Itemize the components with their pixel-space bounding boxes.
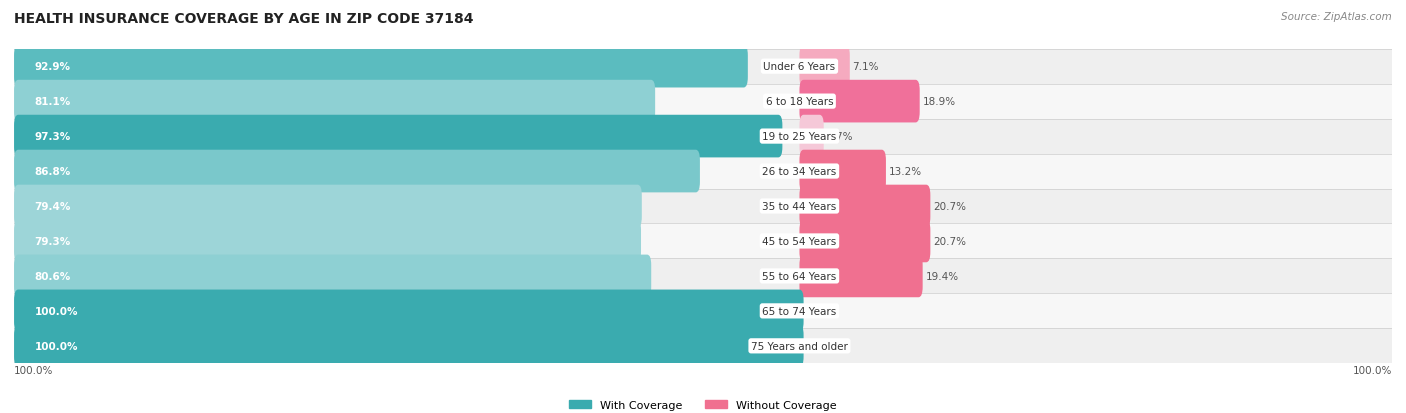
Bar [14, 84, 1392, 119]
Text: 97.3%: 97.3% [35, 132, 70, 142]
FancyBboxPatch shape [14, 325, 804, 367]
Bar [14, 50, 1392, 84]
Text: 55 to 64 Years: 55 to 64 Years [762, 271, 837, 281]
FancyBboxPatch shape [800, 220, 931, 263]
Bar [14, 259, 1392, 294]
Text: HEALTH INSURANCE COVERAGE BY AGE IN ZIP CODE 37184: HEALTH INSURANCE COVERAGE BY AGE IN ZIP … [14, 12, 474, 26]
Text: 100.0%: 100.0% [35, 306, 79, 316]
Text: 20.7%: 20.7% [934, 236, 966, 247]
FancyBboxPatch shape [800, 255, 922, 297]
FancyBboxPatch shape [14, 150, 700, 193]
Text: 86.8%: 86.8% [35, 166, 70, 177]
Text: 35 to 44 Years: 35 to 44 Years [762, 202, 837, 211]
Text: Source: ZipAtlas.com: Source: ZipAtlas.com [1281, 12, 1392, 22]
Text: 0.0%: 0.0% [810, 341, 837, 351]
Text: 100.0%: 100.0% [1353, 365, 1392, 375]
FancyBboxPatch shape [14, 255, 651, 297]
Text: 2.7%: 2.7% [827, 132, 853, 142]
FancyBboxPatch shape [14, 81, 655, 123]
FancyBboxPatch shape [14, 290, 804, 332]
Text: 20.7%: 20.7% [934, 202, 966, 211]
Text: 19 to 25 Years: 19 to 25 Years [762, 132, 837, 142]
Text: Under 6 Years: Under 6 Years [763, 62, 835, 72]
FancyBboxPatch shape [14, 220, 641, 263]
Bar [14, 154, 1392, 189]
FancyBboxPatch shape [14, 46, 748, 88]
Text: 100.0%: 100.0% [14, 365, 53, 375]
Text: 79.4%: 79.4% [35, 202, 72, 211]
Text: 81.1%: 81.1% [35, 97, 70, 107]
Bar [14, 329, 1392, 363]
Text: 100.0%: 100.0% [35, 341, 79, 351]
FancyBboxPatch shape [14, 116, 782, 158]
FancyBboxPatch shape [14, 185, 641, 228]
Text: 6 to 18 Years: 6 to 18 Years [766, 97, 834, 107]
Bar [14, 119, 1392, 154]
Text: 80.6%: 80.6% [35, 271, 70, 281]
Bar [14, 224, 1392, 259]
Text: 18.9%: 18.9% [922, 97, 956, 107]
Legend: With Coverage, Without Coverage: With Coverage, Without Coverage [565, 396, 841, 413]
FancyBboxPatch shape [800, 116, 824, 158]
Text: 92.9%: 92.9% [35, 62, 70, 72]
Text: 75 Years and older: 75 Years and older [751, 341, 848, 351]
FancyBboxPatch shape [800, 46, 849, 88]
Text: 65 to 74 Years: 65 to 74 Years [762, 306, 837, 316]
Text: 79.3%: 79.3% [35, 236, 70, 247]
Text: 13.2%: 13.2% [889, 166, 922, 177]
FancyBboxPatch shape [800, 150, 886, 193]
Text: 7.1%: 7.1% [852, 62, 879, 72]
FancyBboxPatch shape [800, 185, 931, 228]
Text: 19.4%: 19.4% [925, 271, 959, 281]
FancyBboxPatch shape [800, 81, 920, 123]
Bar [14, 189, 1392, 224]
Text: 45 to 54 Years: 45 to 54 Years [762, 236, 837, 247]
Text: 0.0%: 0.0% [810, 306, 837, 316]
Text: 26 to 34 Years: 26 to 34 Years [762, 166, 837, 177]
Bar [14, 294, 1392, 329]
